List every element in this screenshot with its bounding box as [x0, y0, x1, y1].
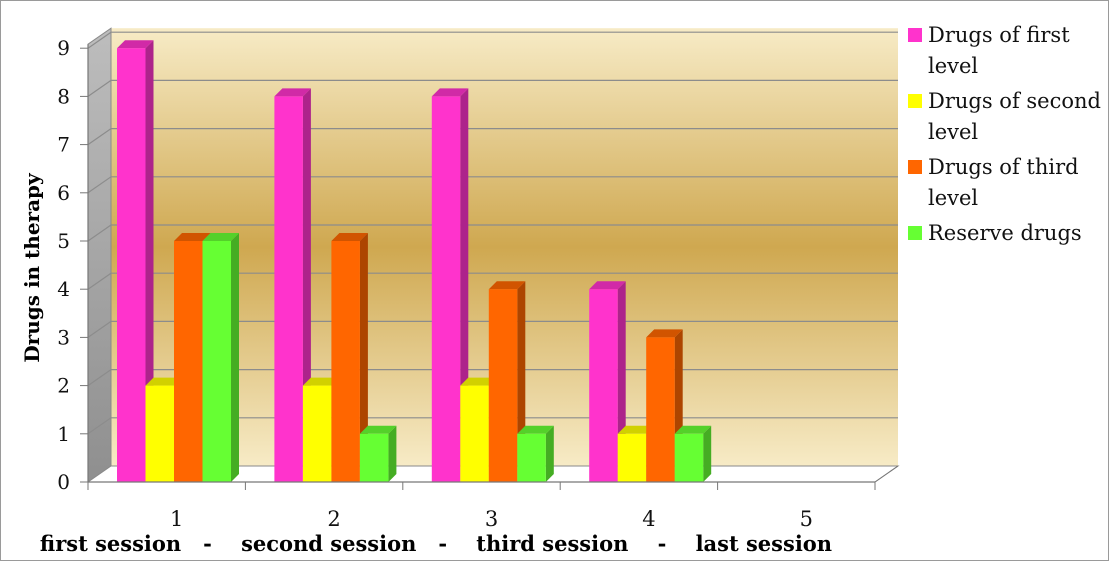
- floor-edge: [874, 465, 899, 483]
- bar-front: [274, 96, 303, 483]
- gridline: [87, 128, 898, 146]
- x-tick-label: 2: [327, 507, 340, 531]
- bar-top: [460, 377, 497, 386]
- bar-front: [302, 385, 332, 482]
- legend-swatch: [908, 28, 922, 42]
- bar-front: [145, 385, 174, 482]
- bar-top: [488, 281, 526, 290]
- gridline: [87, 320, 898, 338]
- gridline: [87, 272, 898, 290]
- y-tick-label: 5: [57, 229, 70, 253]
- legend-label: level: [928, 54, 978, 78]
- bar-front: [460, 385, 489, 482]
- legend-label: Drugs of second: [928, 89, 1101, 113]
- bar-front: [617, 433, 647, 482]
- bar: [517, 425, 554, 482]
- bar-front: [202, 241, 231, 482]
- y-tick-label: 4: [57, 277, 70, 301]
- bar-top: [674, 425, 712, 434]
- x-tick-label: 5: [800, 507, 813, 531]
- x-tick-label: 1: [170, 507, 183, 531]
- legend-label: level: [928, 186, 978, 210]
- bar-top: [331, 233, 368, 241]
- x-tick-label: 3: [485, 507, 498, 531]
- y-tick-label: 7: [57, 133, 70, 157]
- x-axis-title: first session - second session - third s…: [40, 531, 832, 556]
- bar: [431, 88, 469, 483]
- bar: [202, 233, 239, 482]
- bar-front: [517, 433, 546, 482]
- bar-front: [431, 96, 461, 483]
- bar-side: [545, 425, 554, 482]
- bar-top: [589, 281, 626, 290]
- bar-front: [331, 241, 360, 482]
- bar-top: [145, 377, 182, 386]
- bar-top: [202, 233, 239, 241]
- bar-top: [359, 425, 397, 434]
- y-tick-label: 9: [57, 36, 70, 60]
- bar-top: [431, 88, 469, 97]
- legend-label: Drugs of first: [928, 23, 1070, 47]
- bar-front: [117, 48, 146, 482]
- legend-swatch: [908, 94, 922, 108]
- bar: [117, 40, 154, 482]
- bar: [359, 425, 397, 482]
- legend-label: Reserve drugs: [928, 221, 1082, 245]
- bar-front: [359, 433, 389, 482]
- bar-top: [117, 40, 154, 49]
- bar-front: [174, 241, 203, 482]
- legend-label: level: [928, 120, 978, 144]
- bar-side: [703, 425, 712, 482]
- bar: [331, 233, 368, 482]
- bar: [674, 425, 712, 482]
- bar-side: [359, 233, 368, 482]
- y-tick-label: 3: [57, 325, 70, 349]
- legend-swatch: [908, 226, 922, 240]
- gridline: [87, 224, 898, 242]
- x-tick-label: 4: [642, 507, 655, 531]
- y-axis-title: Drugs in therapy: [20, 172, 44, 363]
- gridline: [87, 79, 898, 97]
- y-tick-label: 8: [57, 84, 70, 108]
- gridline: [87, 369, 898, 387]
- y-tick-label: 1: [57, 422, 70, 446]
- plot-side-wall: [87, 27, 112, 483]
- y-tick-label: 0: [57, 470, 70, 494]
- bar-top: [302, 377, 340, 386]
- gridline: [87, 176, 898, 194]
- y-tick-label: 2: [57, 374, 70, 398]
- bar-top: [646, 329, 683, 338]
- bar-front: [488, 289, 518, 482]
- bar-side: [231, 233, 239, 482]
- bar-top: [617, 425, 655, 434]
- gridline: [87, 31, 898, 49]
- bar-side: [388, 425, 397, 482]
- bar-top: [174, 233, 211, 241]
- bar-front: [646, 337, 675, 482]
- legend-swatch: [908, 160, 922, 174]
- gridline: [87, 417, 898, 435]
- bar-top: [517, 425, 554, 434]
- bar-front: [674, 433, 704, 482]
- bar-top: [274, 88, 311, 97]
- bar-side: [145, 40, 154, 482]
- bar-front: [589, 289, 618, 482]
- y-tick-label: 6: [57, 181, 70, 205]
- legend-label: Drugs of third: [928, 155, 1079, 179]
